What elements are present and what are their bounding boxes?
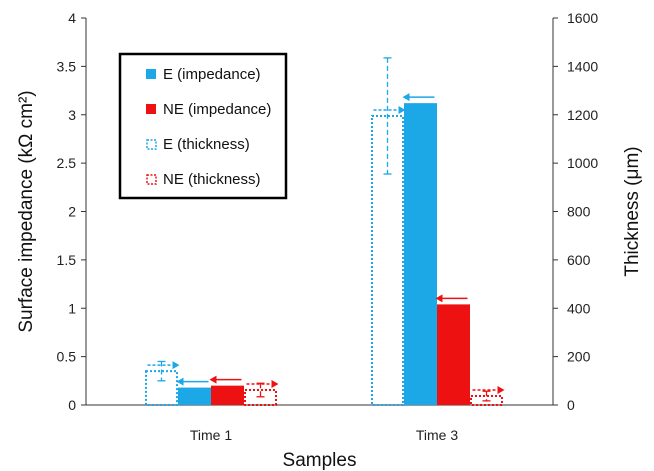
right-tick-label: 1200 [567,107,598,123]
bar-0-0 [145,370,178,407]
legend-swatch [146,174,157,185]
legend-label: NE (impedance) [163,101,271,118]
legend-swatch [146,139,157,150]
axis-arrowhead [497,386,505,395]
left-tick-label: 3 [68,107,76,123]
left-tick-label: 4 [68,10,76,26]
legend-label: NE (thickness) [163,171,261,188]
bar-3-0 [244,389,277,407]
y-axis-title: Surface impedance (kΩ cm²) [16,90,37,332]
right-tick-label: 1600 [567,10,598,26]
right-tick-label: 800 [567,204,591,220]
left-tick-label: 0.5 [57,349,77,365]
x-tick-label: Time 1 [190,427,232,443]
x-tick-label: Time 3 [416,427,458,443]
legend-label: E (thickness) [163,136,250,153]
axis-arrowhead [176,377,184,386]
right-tick-label: 600 [567,252,591,268]
legend: E (impedance) NE (impedance) E (thickness)… [118,52,288,200]
left-tick-label: 2.5 [57,155,77,171]
axis-arrowhead [435,294,443,303]
bar-0-1 [371,114,404,406]
axis-arrowhead [172,361,180,370]
axis-arrowhead [398,105,406,114]
bar-2-1 [437,304,470,405]
left-tick-label: 0 [68,397,76,413]
left-tick-label: 2 [68,204,76,220]
bar-1-1 [404,103,437,405]
bar-1-0 [178,387,211,405]
right-tick-label: 400 [567,300,591,316]
right-tick-label: 0 [567,397,575,413]
right-tick-label: 1000 [567,155,598,171]
left-tick-label: 1 [68,300,76,316]
legend-swatch [146,104,156,114]
bar-2-0 [211,385,244,405]
axis-arrowhead [402,93,410,102]
axis-arrowhead [209,375,217,384]
left-tick-label: 1.5 [57,252,77,268]
x-axis-title: Samples [283,450,357,471]
right-tick-label: 1400 [567,58,598,74]
left-tick-label: 3.5 [57,58,77,74]
legend-swatch [146,69,156,79]
axis-arrowhead [271,380,279,389]
y2-axis-title: Thickness (μm) [622,146,643,276]
right-tick-label: 200 [567,349,591,365]
legend-label: E (impedance) [163,66,261,83]
plot-area: 0 0.5 1 1.5 2 2.5 3 3.5 4 0 200 400 600 800 1000 1200 14… [57,10,599,443]
